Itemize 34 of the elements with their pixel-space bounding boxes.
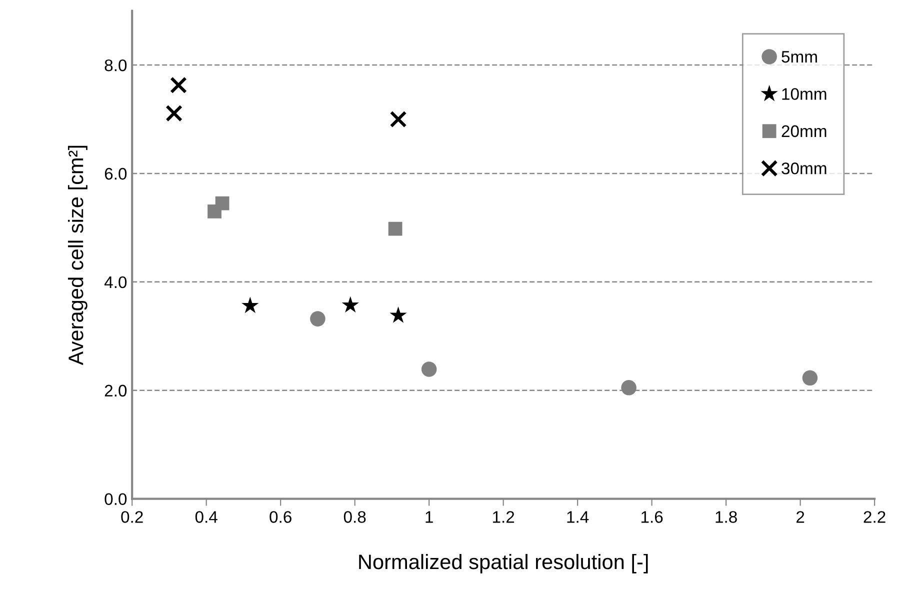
x-tick-label: 1.2	[493, 511, 514, 523]
point	[388, 222, 402, 236]
x-axis-title: Normalized spatial resolution [-]	[359, 554, 648, 574]
y-tick-label: 2.0	[104, 384, 127, 397]
point	[802, 370, 818, 386]
y-tick-label: 8.0	[104, 59, 127, 72]
point	[170, 76, 187, 94]
legend-label: 20mm	[782, 125, 826, 138]
point	[208, 204, 222, 218]
point	[342, 296, 359, 313]
point	[390, 110, 407, 128]
legend-label: 30mm	[782, 162, 826, 174]
x-tick-label: 0.6	[270, 511, 292, 523]
y-tick-label: 6.0	[104, 168, 127, 180]
x-tick-label: 0.8	[344, 511, 366, 523]
x-tick-label: 1.4	[567, 511, 589, 523]
point	[310, 311, 326, 326]
legend-label: 5mm	[782, 51, 817, 63]
x-tick-label: 1.8	[716, 511, 737, 523]
x-tick-label: 0.2	[121, 511, 143, 523]
y-tick-label: 4.0	[104, 276, 127, 288]
x-tick-label: 2	[796, 511, 804, 523]
point	[390, 306, 407, 323]
x-tick-label: 1	[426, 511, 433, 523]
x-tick-label: 1.6	[642, 511, 663, 523]
y-tick-label: 0.0	[104, 493, 127, 506]
point	[421, 362, 437, 377]
legend-label: 10mm	[782, 88, 826, 100]
x-tick-label: 0.4	[195, 511, 218, 523]
y-axis-title: Averaged cell size [cm²]	[68, 146, 88, 366]
point	[621, 380, 636, 396]
point	[166, 104, 183, 122]
x-tick-label: 2.2	[864, 511, 886, 523]
point	[242, 296, 259, 314]
